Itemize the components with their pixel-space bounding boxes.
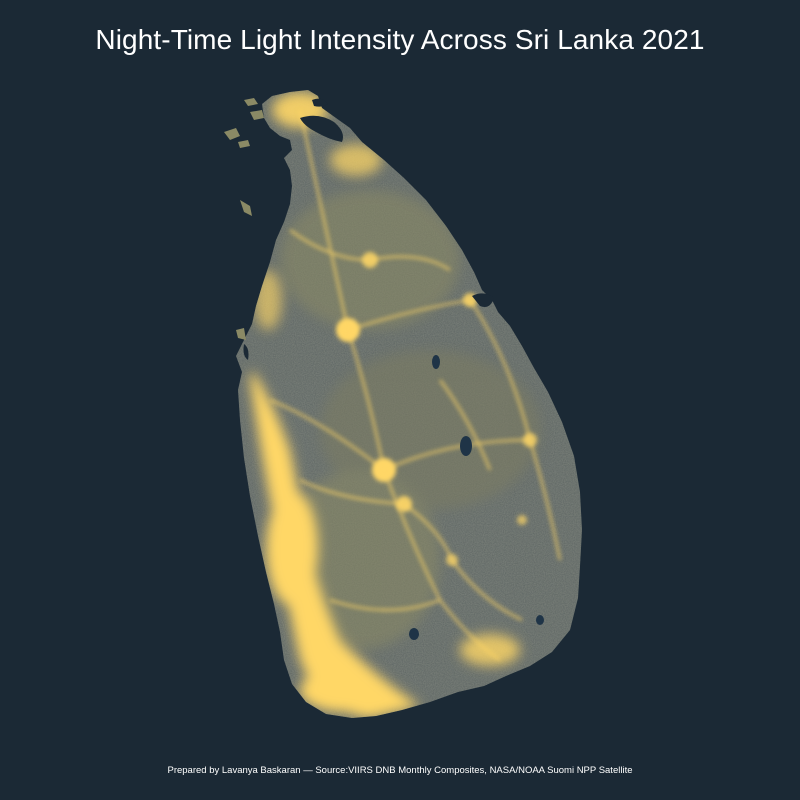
northern-lagoons: [243, 98, 494, 360]
northern-lights: [254, 92, 382, 330]
northern-islands: [224, 98, 264, 340]
map-title: Night-Time Light Intensity Across Sri La…: [95, 24, 705, 55]
map-caption: Prepared by Lavanya Baskaran — Source:VI…: [167, 765, 633, 776]
settlement-network: [269, 109, 562, 661]
inland-water-bodies: [409, 355, 544, 640]
western-coast-lights: [250, 370, 520, 718]
sri-lanka-landmass: [236, 90, 582, 718]
